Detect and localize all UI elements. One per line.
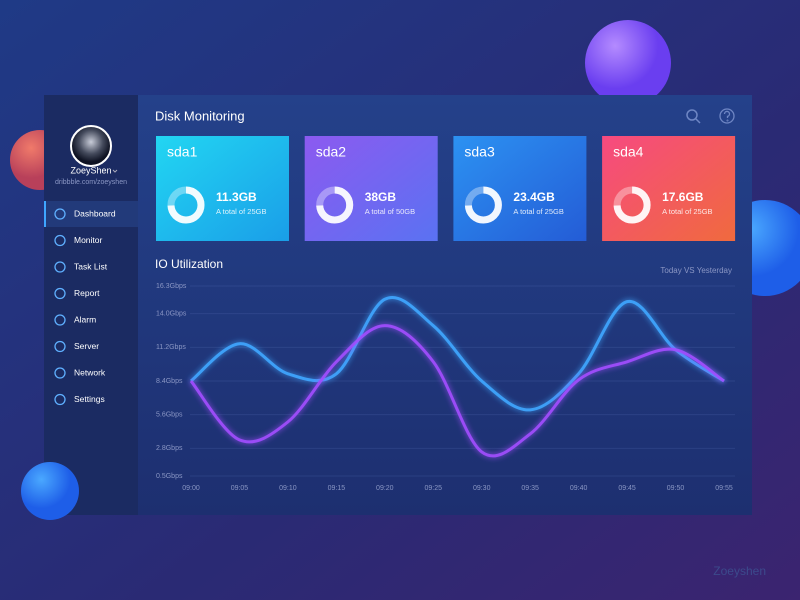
disk-card[interactable] [304,136,438,241]
page-title: Disk Monitoring [155,108,245,123]
watermark: Zoeyshen [713,564,766,578]
decor-ball [21,462,79,520]
chart-subtitle[interactable]: Today VS Yesterday [660,266,732,275]
disk-ring [167,186,205,224]
x-tick-label: 09:25 [425,485,443,492]
nav-item[interactable]: Network [74,367,106,377]
y-tick-label: 5.6Gbps [156,412,183,419]
nav-icon[interactable] [54,340,66,353]
user-name[interactable]: ZoeyShen [70,165,111,175]
x-tick-label: 09:20 [376,485,394,492]
nav-icon[interactable] [54,234,66,247]
user-caret[interactable] [112,169,118,173]
x-tick-label: 09:50 [667,485,685,492]
nav-item[interactable]: Settings [74,394,105,404]
nav-active-bar [44,201,46,227]
disk-name: sda2 [316,144,347,160]
nav-item[interactable]: Dashboard [74,208,116,218]
disk-used: 11.3GB [216,190,257,204]
y-tick-label: 14.0Gbps [156,311,187,318]
help-icon[interactable] [719,108,735,124]
disk-card[interactable] [453,136,587,241]
y-tick-label: 0.5Gbps [156,473,183,480]
x-tick-label: 09:55 [715,485,733,492]
y-tick-label: 2.8Gbps [156,445,183,452]
nav-icon[interactable] [54,314,66,326]
x-tick-label: 09:30 [473,485,491,492]
nav-icon[interactable] [54,287,66,300]
x-tick-label: 09:05 [231,485,249,492]
nav-item[interactable]: Monitor [74,235,103,245]
disk-total: A total of 25GB [216,207,266,216]
y-tick-label: 11.2Gbps [156,344,186,351]
avatar[interactable] [70,125,112,167]
series-line [190,296,725,412]
x-tick-label: 09:35 [521,485,539,492]
x-tick-label: 09:40 [570,485,588,492]
x-tick-label: 09:10 [279,485,297,492]
search-icon[interactable] [686,109,701,124]
disk-total: A total of 25GB [513,207,563,216]
nav-item[interactable]: Server [74,341,99,351]
series-line [189,324,725,458]
x-tick-label: 09:00 [182,485,200,492]
nav-icon[interactable] [54,208,66,220]
user-url: dribbble.com/zoeyshen [55,179,127,186]
nav-item[interactable]: Task List [74,261,108,271]
disk-used: 38GB [365,190,397,204]
nav-icon[interactable] [54,261,66,273]
disk-ring [316,186,354,224]
disk-card[interactable] [156,136,289,241]
nav-icon[interactable] [54,367,66,379]
y-tick-label: 16.3Gbps [156,283,187,290]
disk-ring [464,186,502,224]
decor-ball [585,20,671,106]
disk-used: 23.4GB [513,190,555,204]
x-tick-label: 09:15 [328,485,346,492]
disk-name: sda1 [167,144,198,160]
nav-item[interactable]: Alarm [74,314,96,324]
chart-title: IO Utilization [155,257,223,271]
y-tick-label: 8.4Gbps [156,378,183,385]
disk-ring [613,186,651,224]
disk-total: A total of 25GB [662,207,712,216]
disk-card[interactable] [602,136,736,241]
disk-total: A total of 50GB [365,207,415,216]
nav-icon[interactable] [54,393,66,406]
disk-name: sda4 [613,144,644,160]
nav-active[interactable] [44,201,138,227]
disk-name: sda3 [464,144,495,160]
disk-used: 17.6GB [662,190,704,204]
x-tick-label: 09:45 [618,485,636,492]
nav-item[interactable]: Report [74,288,100,298]
